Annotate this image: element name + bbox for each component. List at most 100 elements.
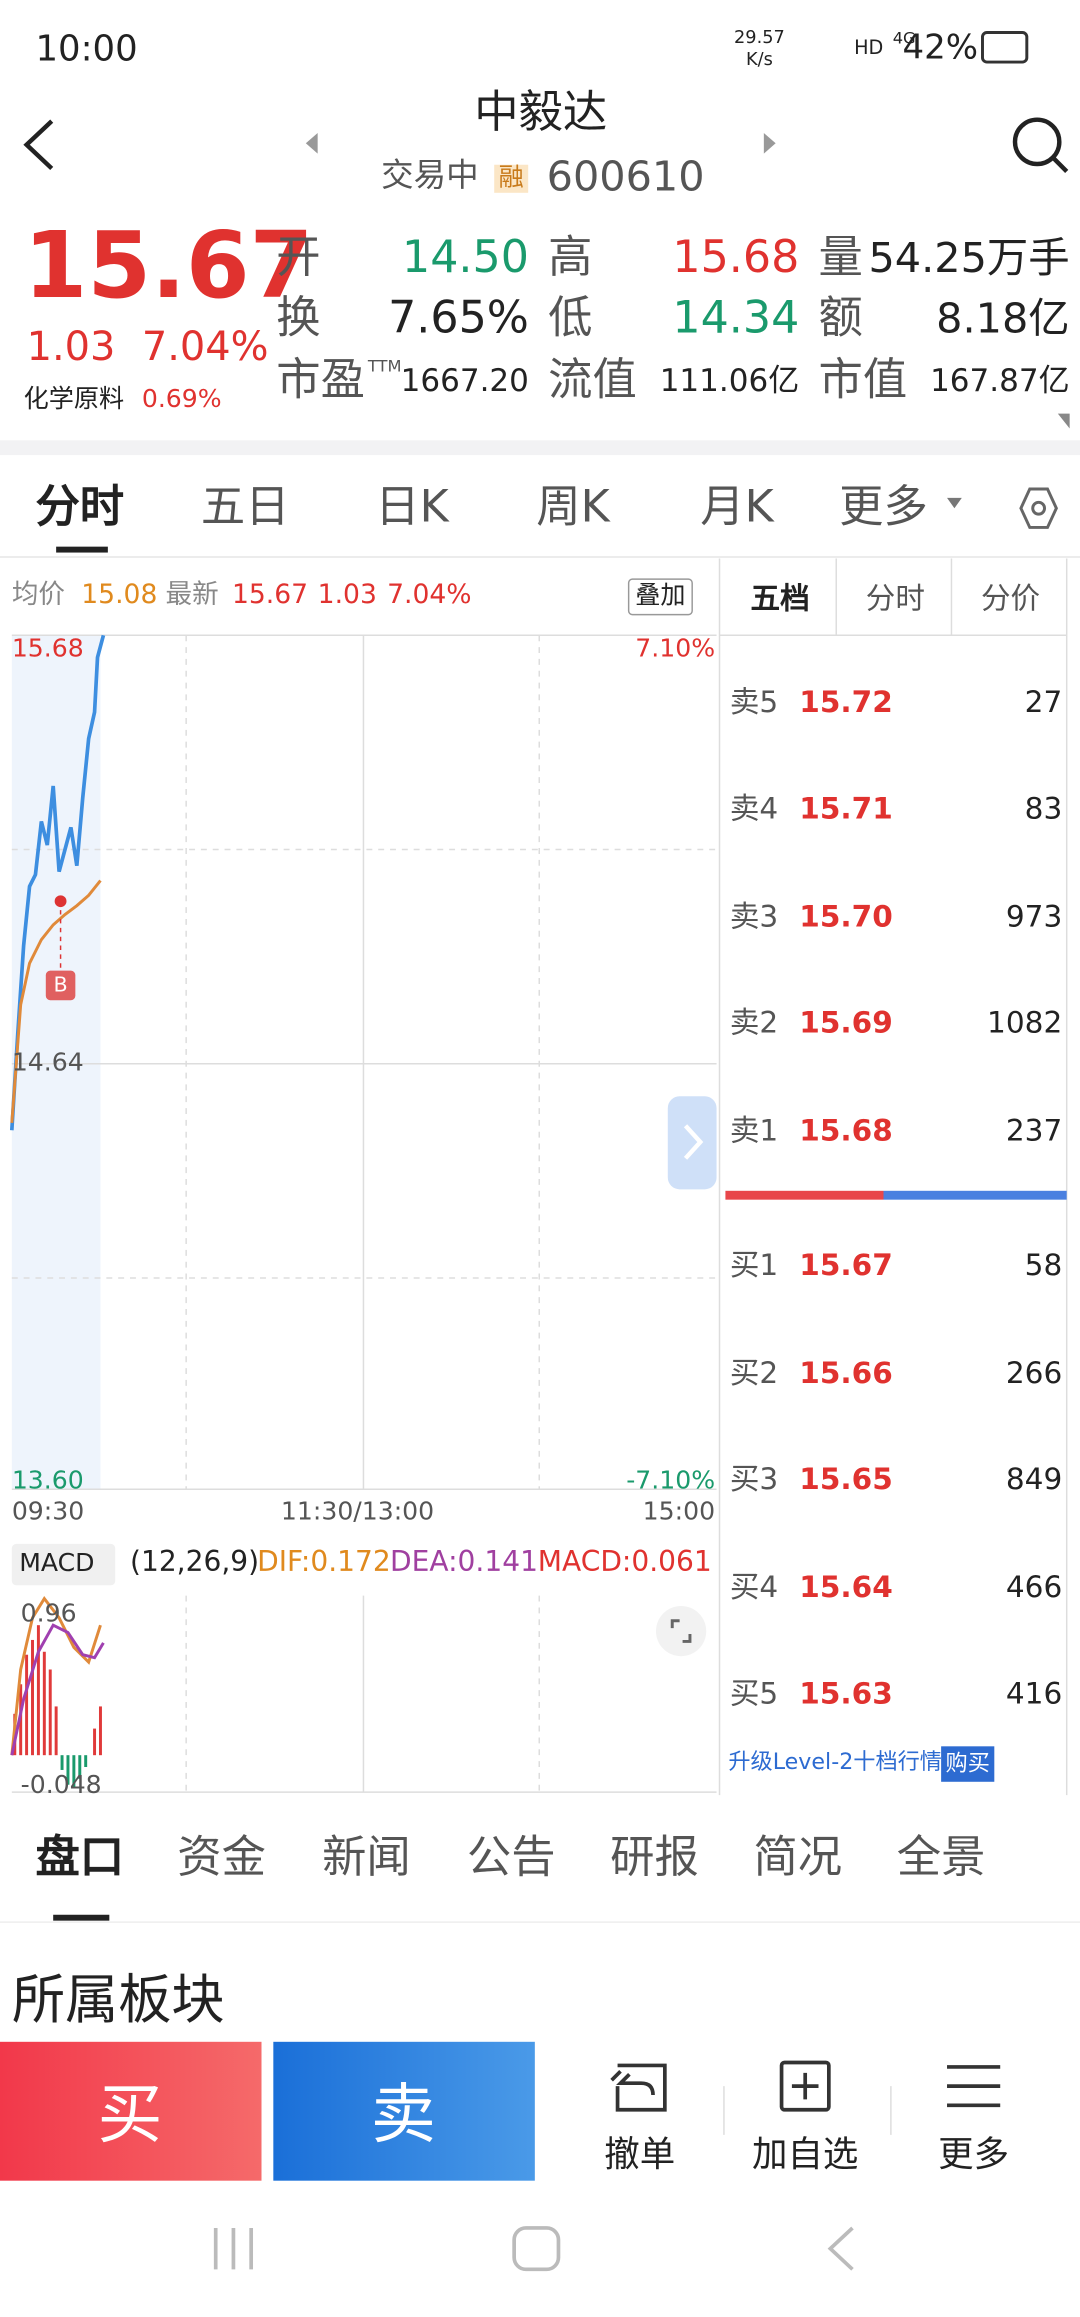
network: 4G <box>892 28 916 49</box>
info-tab[interactable]: 盘口 <box>35 1832 125 1884</box>
chart-tab[interactable]: 分时 <box>35 481 125 534</box>
last-change: 1.03 <box>317 579 377 611</box>
avg-line <box>10 879 102 1123</box>
level-label: 卖4 <box>729 790 779 826</box>
sell-label[interactable]: 卖 <box>370 2077 436 2153</box>
info-tab[interactable]: 公告 <box>466 1832 556 1884</box>
hd: HD <box>854 37 884 60</box>
stat-value: 111.06亿 <box>659 362 800 399</box>
level-label: 买1 <box>729 1246 779 1283</box>
last-value: 15.67 <box>231 579 309 611</box>
buy-bar <box>883 1190 1067 1200</box>
chart-tab[interactable]: 五日 <box>200 481 290 534</box>
stat-value: 14.34 <box>672 292 800 345</box>
nav-home[interactable] <box>512 2226 561 2272</box>
handle-arrow <box>683 1124 704 1160</box>
stat-value: 54.25万手 <box>868 233 1070 283</box>
next-icon[interactable] <box>763 132 776 154</box>
marker-box <box>45 970 76 1001</box>
level-price: 15.68 <box>799 1112 893 1148</box>
price-line <box>9 634 106 1131</box>
stat-label: 高 <box>548 231 593 284</box>
pct-top: 7.10% <box>635 634 716 665</box>
stat-label: 市值 <box>818 354 908 407</box>
chart-tab[interactable]: 月K <box>700 481 774 534</box>
grid <box>11 635 717 1793</box>
add-icon[interactable] <box>779 2060 831 2112</box>
level-volume: 266 <box>1005 1354 1063 1391</box>
stock-name: 中毅达 <box>474 87 608 139</box>
margin-badge: 融 <box>494 164 529 193</box>
chart-tab[interactable]: 更多 <box>839 481 928 534</box>
expand-btn[interactable] <box>655 1605 707 1657</box>
search-handle <box>1051 156 1069 173</box>
info-tab[interactable]: 资金 <box>177 1832 266 1884</box>
dropdown-arrow <box>947 497 962 509</box>
cancel-icon[interactable] <box>610 2063 667 2112</box>
chart-tab[interactable]: 周K <box>536 481 610 534</box>
action-label[interactable]: 加自选 <box>752 2133 859 2175</box>
settings-icon[interactable] <box>1019 487 1058 529</box>
back-icon[interactable] <box>23 119 54 171</box>
overlay-btn[interactable]: 叠加 <box>627 578 693 616</box>
stat-value: 7.65% <box>388 292 529 345</box>
buy-label[interactable]: 买 <box>97 2077 163 2153</box>
level-volume: 973 <box>1005 898 1063 934</box>
stat-value: 15.68 <box>672 231 800 284</box>
sector-pct: 0.69% <box>141 384 222 415</box>
level-label: 卖3 <box>729 898 779 934</box>
macd-params: (12,26,9) <box>130 1546 260 1579</box>
time-label: 09:30 <box>11 1497 85 1527</box>
side-handle[interactable] <box>667 1096 717 1190</box>
orderbook-tab[interactable]: 五档 <box>750 580 810 617</box>
pct-bottom: -7.10% <box>626 1466 716 1496</box>
level-volume: 1082 <box>987 1004 1063 1041</box>
info-tab[interactable]: 全景 <box>896 1832 986 1884</box>
level-label: 卖5 <box>729 684 779 720</box>
buy-badge-text[interactable]: 购买 <box>945 1750 990 1777</box>
search-icon[interactable] <box>1012 117 1062 167</box>
chart-tab[interactable]: 日K <box>375 481 449 534</box>
macd-dea: DEA:0.141 <box>390 1546 538 1579</box>
action-label[interactable]: 更多 <box>938 2133 1010 2175</box>
y-mid: 14.64 <box>11 1048 84 1078</box>
sector[interactable]: 化学原料 <box>23 384 125 415</box>
nav-back[interactable] <box>827 2226 854 2271</box>
level-price: 15.72 <box>799 684 893 720</box>
level-volume: 416 <box>1005 1675 1063 1711</box>
prev-icon[interactable] <box>305 132 318 154</box>
stat-label: 低 <box>548 292 593 345</box>
level-label: 卖2 <box>729 1004 779 1041</box>
macd-name[interactable]: MACD <box>19 1549 95 1579</box>
buy-button[interactable] <box>0 2041 262 2181</box>
action-label[interactable]: 撤单 <box>604 2133 676 2175</box>
stat-sup: TTM <box>367 356 402 377</box>
macd-select[interactable] <box>11 1543 116 1586</box>
nav-recent[interactable] <box>213 2227 254 2270</box>
add-plus <box>791 2072 819 2100</box>
stat-value: 167.87亿 <box>930 362 1070 399</box>
orderbook-tab[interactable]: 分时 <box>865 580 925 617</box>
sell-bar <box>725 1190 884 1200</box>
dif-line <box>10 1595 102 1756</box>
last-label: 最新 <box>165 579 219 611</box>
sell-button[interactable] <box>273 2041 535 2181</box>
level-price: 15.67 <box>799 1246 893 1283</box>
macd-value: MACD:0.061 <box>537 1546 712 1579</box>
level-label: 买2 <box>729 1354 779 1391</box>
price: 15.67 <box>23 211 314 320</box>
corner <box>1057 413 1070 429</box>
level-volume: 466 <box>1005 1569 1063 1605</box>
info-tab[interactable]: 研报 <box>610 1832 699 1884</box>
orderbook-tab[interactable]: 分价 <box>981 580 1041 617</box>
more-icon[interactable] <box>947 2065 1001 2108</box>
upgrade-link[interactable]: 升级Level-2十档行情 <box>728 1748 942 1776</box>
bottom-tab-underline <box>53 1914 110 1921</box>
info-tab[interactable]: 简况 <box>753 1832 843 1884</box>
level-price: 15.64 <box>799 1569 893 1605</box>
info-tab[interactable]: 新闻 <box>322 1832 411 1884</box>
clock: 10:00 <box>35 28 138 70</box>
stat-label: 换 <box>276 292 321 345</box>
avg-value: 15.08 <box>81 579 158 611</box>
buy-badge[interactable] <box>941 1746 995 1782</box>
